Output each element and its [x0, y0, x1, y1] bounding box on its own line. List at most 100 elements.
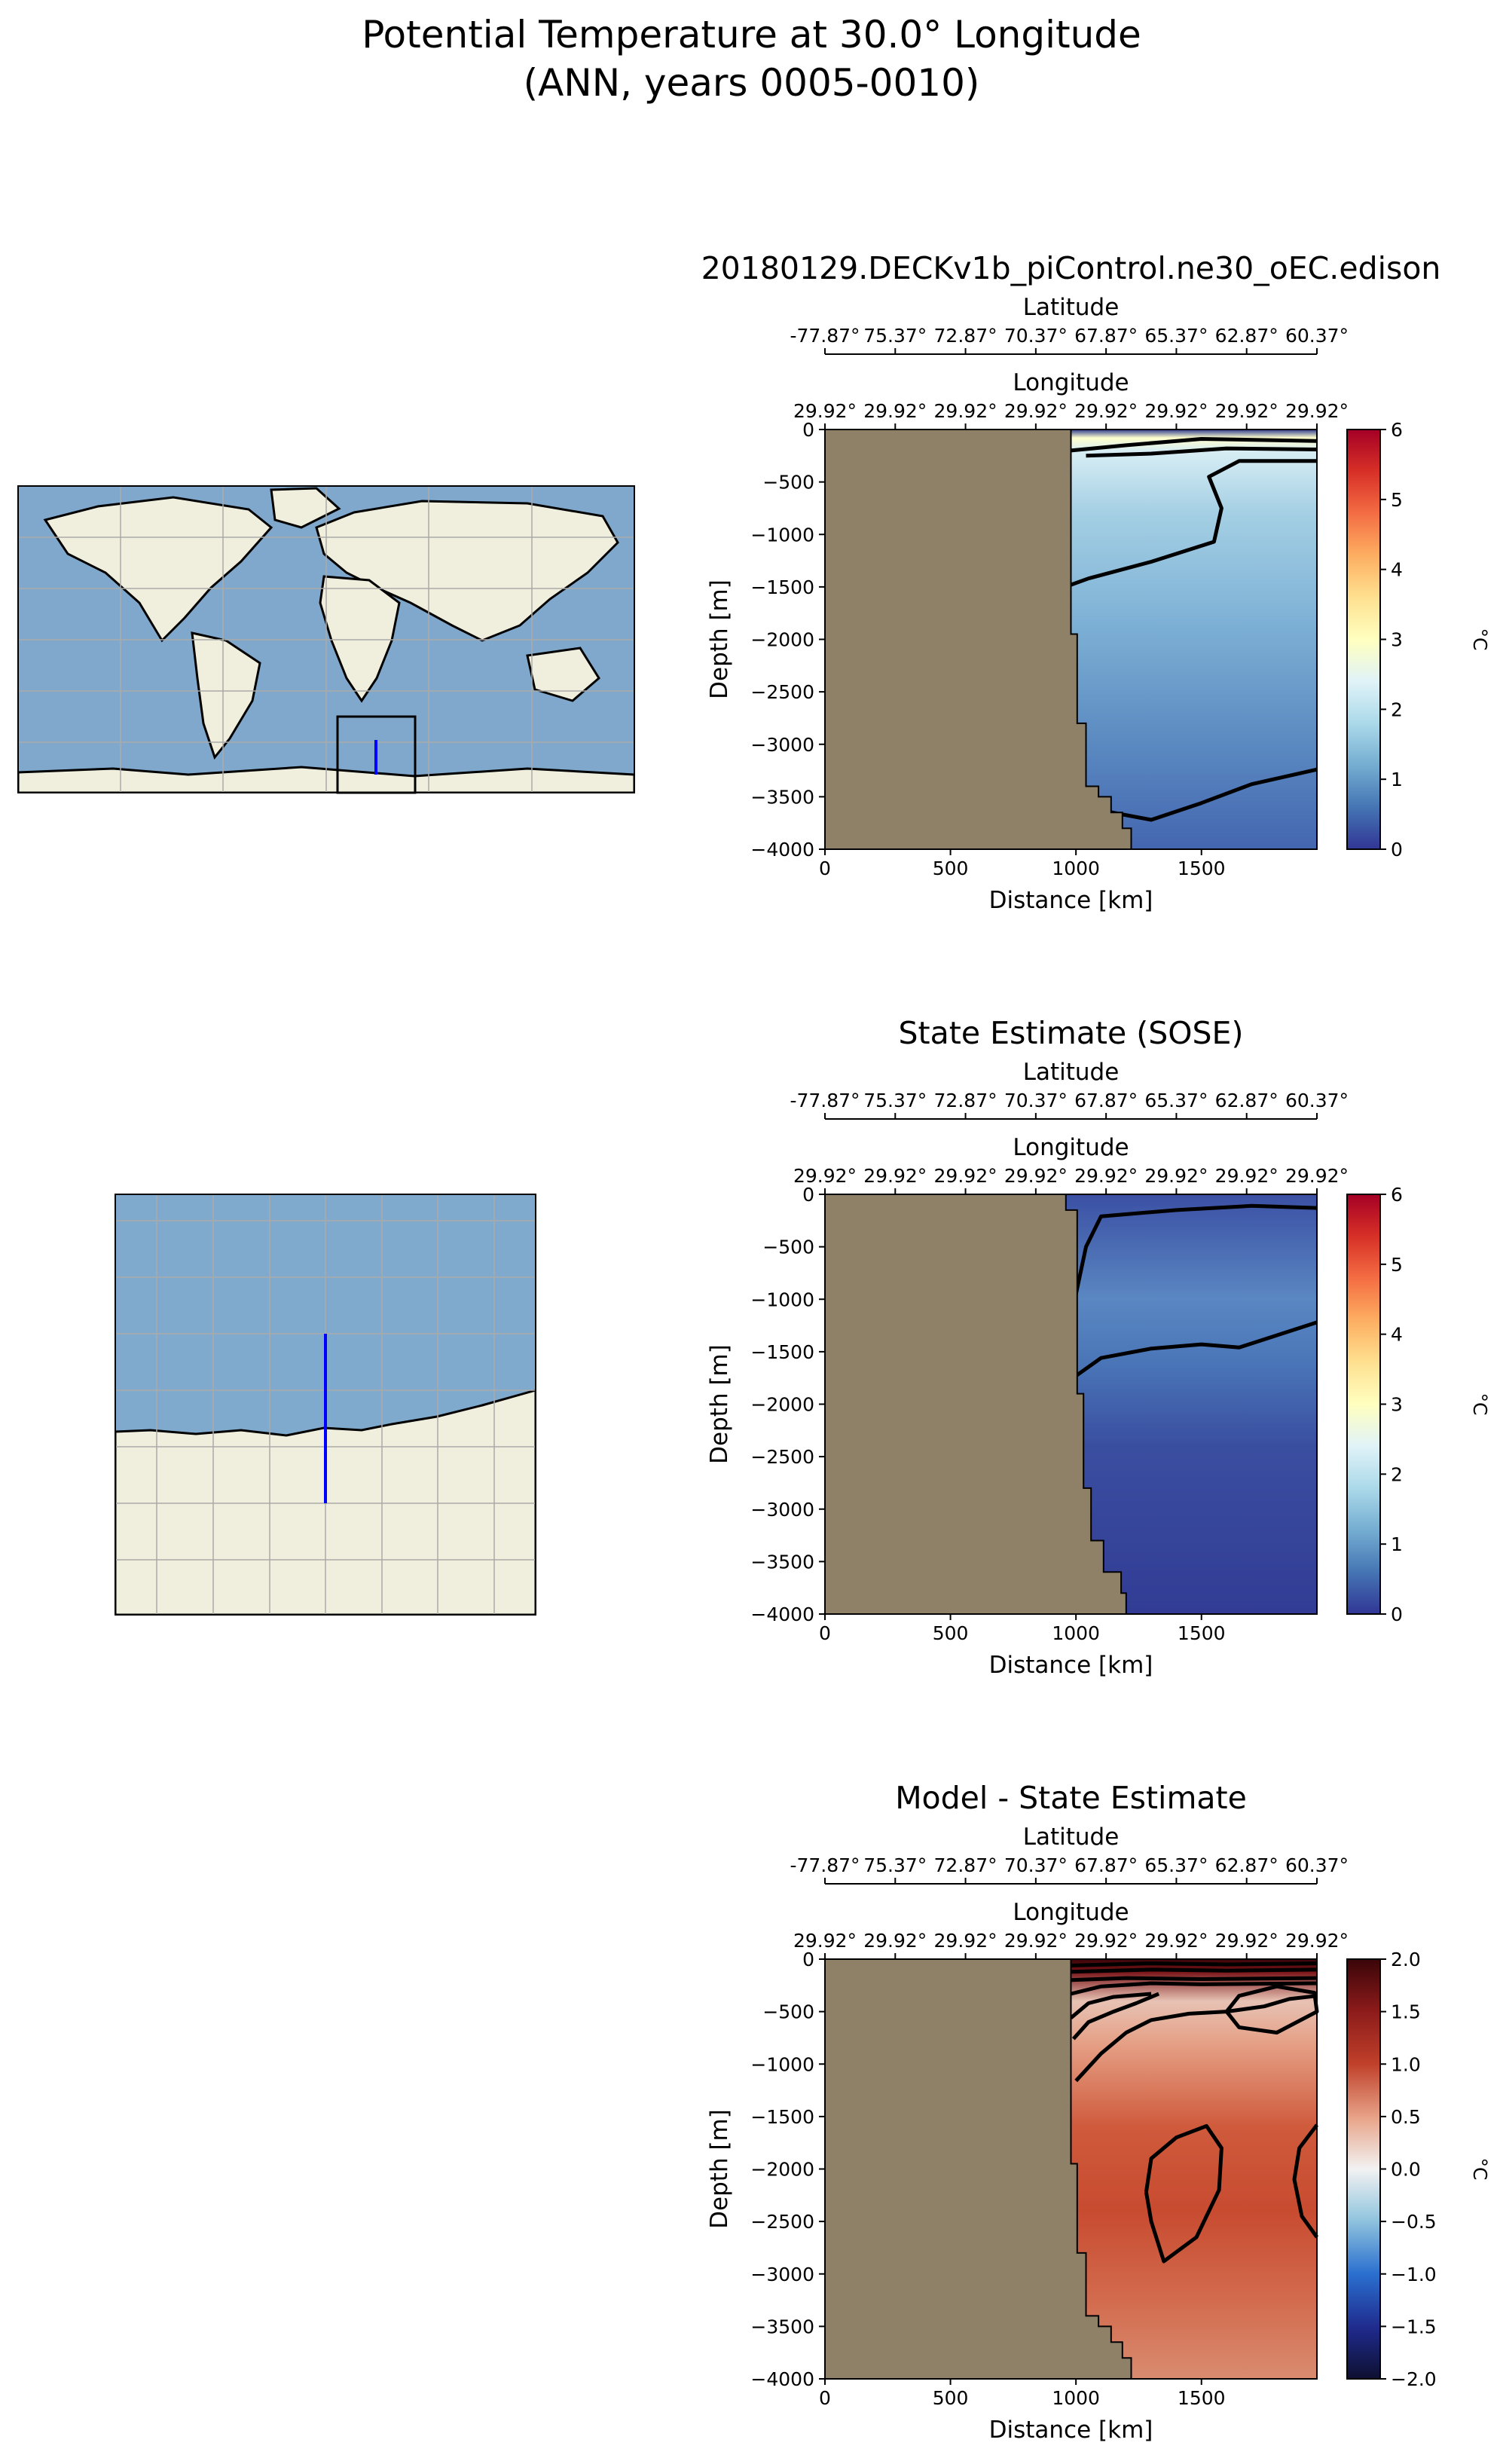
latitude-tick-label: 62.87° [1215, 325, 1278, 347]
x-tick-label: 1500 [1178, 2387, 1226, 2409]
contour-line [1070, 1981, 1318, 1996]
contour-line [1101, 767, 1318, 822]
latitude-tick-label: 65.37° [1144, 1854, 1208, 1876]
x-tick-label: 500 [933, 1622, 969, 1644]
longitude-tick-label: 29.92° [934, 400, 997, 422]
bathymetry-land [824, 429, 1132, 850]
longitude-tick-label: 29.92° [863, 1165, 927, 1187]
x-tick-label: 1500 [1178, 1622, 1226, 1644]
colorbar-tick-label: 0 [1391, 839, 1403, 861]
x-axis-label: Distance [km] [989, 887, 1153, 914]
colorbar-tick-label: −0.5 [1391, 2211, 1437, 2233]
y-tick-label: −500 [762, 1237, 814, 1258]
y-axis-label: Depth [m] [706, 2109, 733, 2229]
y-tick-label: −3000 [750, 2264, 814, 2285]
y-tick-label: −4000 [750, 2368, 814, 2390]
y-tick-label: −1500 [750, 576, 814, 598]
colorbar [1346, 1194, 1381, 1615]
latitude-tick-label: 60.37° [1285, 1854, 1349, 1876]
contour-line [1292, 2123, 1319, 2239]
y-tick-label: −2000 [750, 629, 814, 651]
longitude-tick-label: 29.92° [1074, 1165, 1138, 1187]
longitude-tick-label: 29.92° [1285, 1165, 1349, 1187]
colorbar-tick-label: −1.5 [1391, 2316, 1437, 2337]
colorbar-tick-label: 6 [1391, 1184, 1403, 1206]
latitude-tick-label: 67.87° [1074, 1854, 1138, 1876]
y-tick-label: −2500 [750, 2211, 814, 2233]
latitude-tick-label: 62.87° [1215, 1090, 1278, 1111]
latitude-tick-label: 62.87° [1215, 1854, 1278, 1876]
contour-line [1074, 1320, 1318, 1377]
y-tick-label: −3500 [750, 2316, 814, 2337]
latitude-axis-label: Latitude [1023, 1824, 1120, 1851]
latitude-tick-label: 72.87° [934, 325, 997, 347]
y-tick-label: −4000 [750, 1603, 814, 1625]
longitude-tick-label: 29.92° [1144, 1930, 1208, 1952]
y-tick-label: −1000 [750, 2053, 814, 2075]
latitude-tick-label: -77.87° [790, 1854, 860, 1876]
contour-line [1071, 1961, 1318, 1967]
x-tick-label: 0 [819, 2387, 831, 2409]
y-tick-label: −2500 [750, 1446, 814, 1468]
longitude-tick-label: 29.92° [1144, 400, 1208, 422]
contour-line [1070, 459, 1317, 587]
colorbar-tick-label: 1 [1391, 769, 1403, 790]
colorbar-tick-label: 4 [1391, 559, 1403, 581]
colorbar-tick-label: 5 [1391, 1254, 1403, 1276]
longitude-tick-label: 29.92° [1004, 400, 1068, 422]
latitude-tick-label: 67.87° [1074, 1090, 1138, 1111]
colorbar-tick-label: 6 [1391, 419, 1403, 441]
longitude-tick-label: 29.92° [863, 1930, 927, 1952]
latitude-tick-label: 75.37° [863, 1854, 927, 1876]
longitude-axis-label: Longitude [1013, 369, 1129, 396]
y-tick-label: −3000 [750, 734, 814, 756]
latitude-tick-label: 72.87° [934, 1854, 997, 1876]
colorbar [1346, 429, 1381, 850]
y-tick-label: −500 [762, 472, 814, 494]
longitude-tick-label: 29.92° [793, 1930, 857, 1952]
longitude-tick-label: 29.92° [1004, 1930, 1068, 1952]
bathymetry-land [824, 1194, 1127, 1615]
longitude-tick-label: 29.92° [863, 400, 927, 422]
colorbar-tick-label: −1.0 [1391, 2264, 1437, 2285]
latitude-tick-label: 75.37° [863, 1090, 927, 1111]
colorbar-label: °C [1469, 628, 1491, 651]
longitude-tick-label: 29.92° [1285, 1930, 1349, 1952]
contour-line [1071, 1967, 1318, 1974]
bathymetry-land [824, 1958, 1132, 2380]
colorbar-tick-label: 2.0 [1391, 1949, 1421, 1970]
y-tick-label: −2000 [750, 1394, 814, 1416]
latitude-axis-label: Latitude [1023, 294, 1120, 321]
section-panel-1: 0 500 1000 1500 Distance [km] 0 −500 −1000 −1500… [701, 250, 1491, 914]
colorbar-tick-label: 1.0 [1391, 2053, 1421, 2075]
y-tick-label: 0 [802, 1949, 814, 1970]
latitude-axis-label: Latitude [1023, 1059, 1120, 1086]
y-tick-label: −2500 [750, 681, 814, 703]
y-tick-label: −3000 [750, 1499, 814, 1521]
section-panel-3: 0 500 1000 1500 Distance [km] 0 −500 −1000 −1500… [706, 1780, 1491, 2444]
y-tick-label: 0 [802, 1184, 814, 1206]
figure-title-line2: (ANN, years 0005-0010) [523, 61, 980, 105]
y-tick-label: 0 [802, 419, 814, 441]
colorbar-tick-label: −2.0 [1391, 2368, 1437, 2390]
y-tick-label: −3500 [750, 786, 814, 808]
latitude-tick-label: 75.37° [863, 325, 927, 347]
y-tick-label: −500 [762, 2001, 814, 2023]
x-tick-label: 1000 [1052, 2387, 1100, 2409]
longitude-tick-label: 29.92° [1074, 1930, 1138, 1952]
colorbar-tick-label: 4 [1391, 1324, 1403, 1346]
panel-title: Model - State Estimate [895, 1780, 1247, 1816]
y-tick-label: −1500 [750, 2106, 814, 2128]
longitude-axis-label: Longitude [1013, 1899, 1129, 1926]
y-tick-label: −1500 [750, 1341, 814, 1363]
figure-title-line1: Potential Temperature at 30.0° Longitude [362, 13, 1141, 57]
contour-line [1074, 1994, 1318, 2083]
longitude-tick-label: 29.92° [1215, 400, 1278, 422]
latitude-tick-label: 72.87° [934, 1090, 997, 1111]
latitude-tick-label: 70.37° [1004, 1090, 1068, 1111]
x-tick-label: 0 [819, 1622, 831, 1644]
latitude-tick-label: 70.37° [1004, 1854, 1068, 1876]
contour-line [1071, 1992, 1160, 2041]
longitude-tick-label: 29.92° [793, 400, 857, 422]
